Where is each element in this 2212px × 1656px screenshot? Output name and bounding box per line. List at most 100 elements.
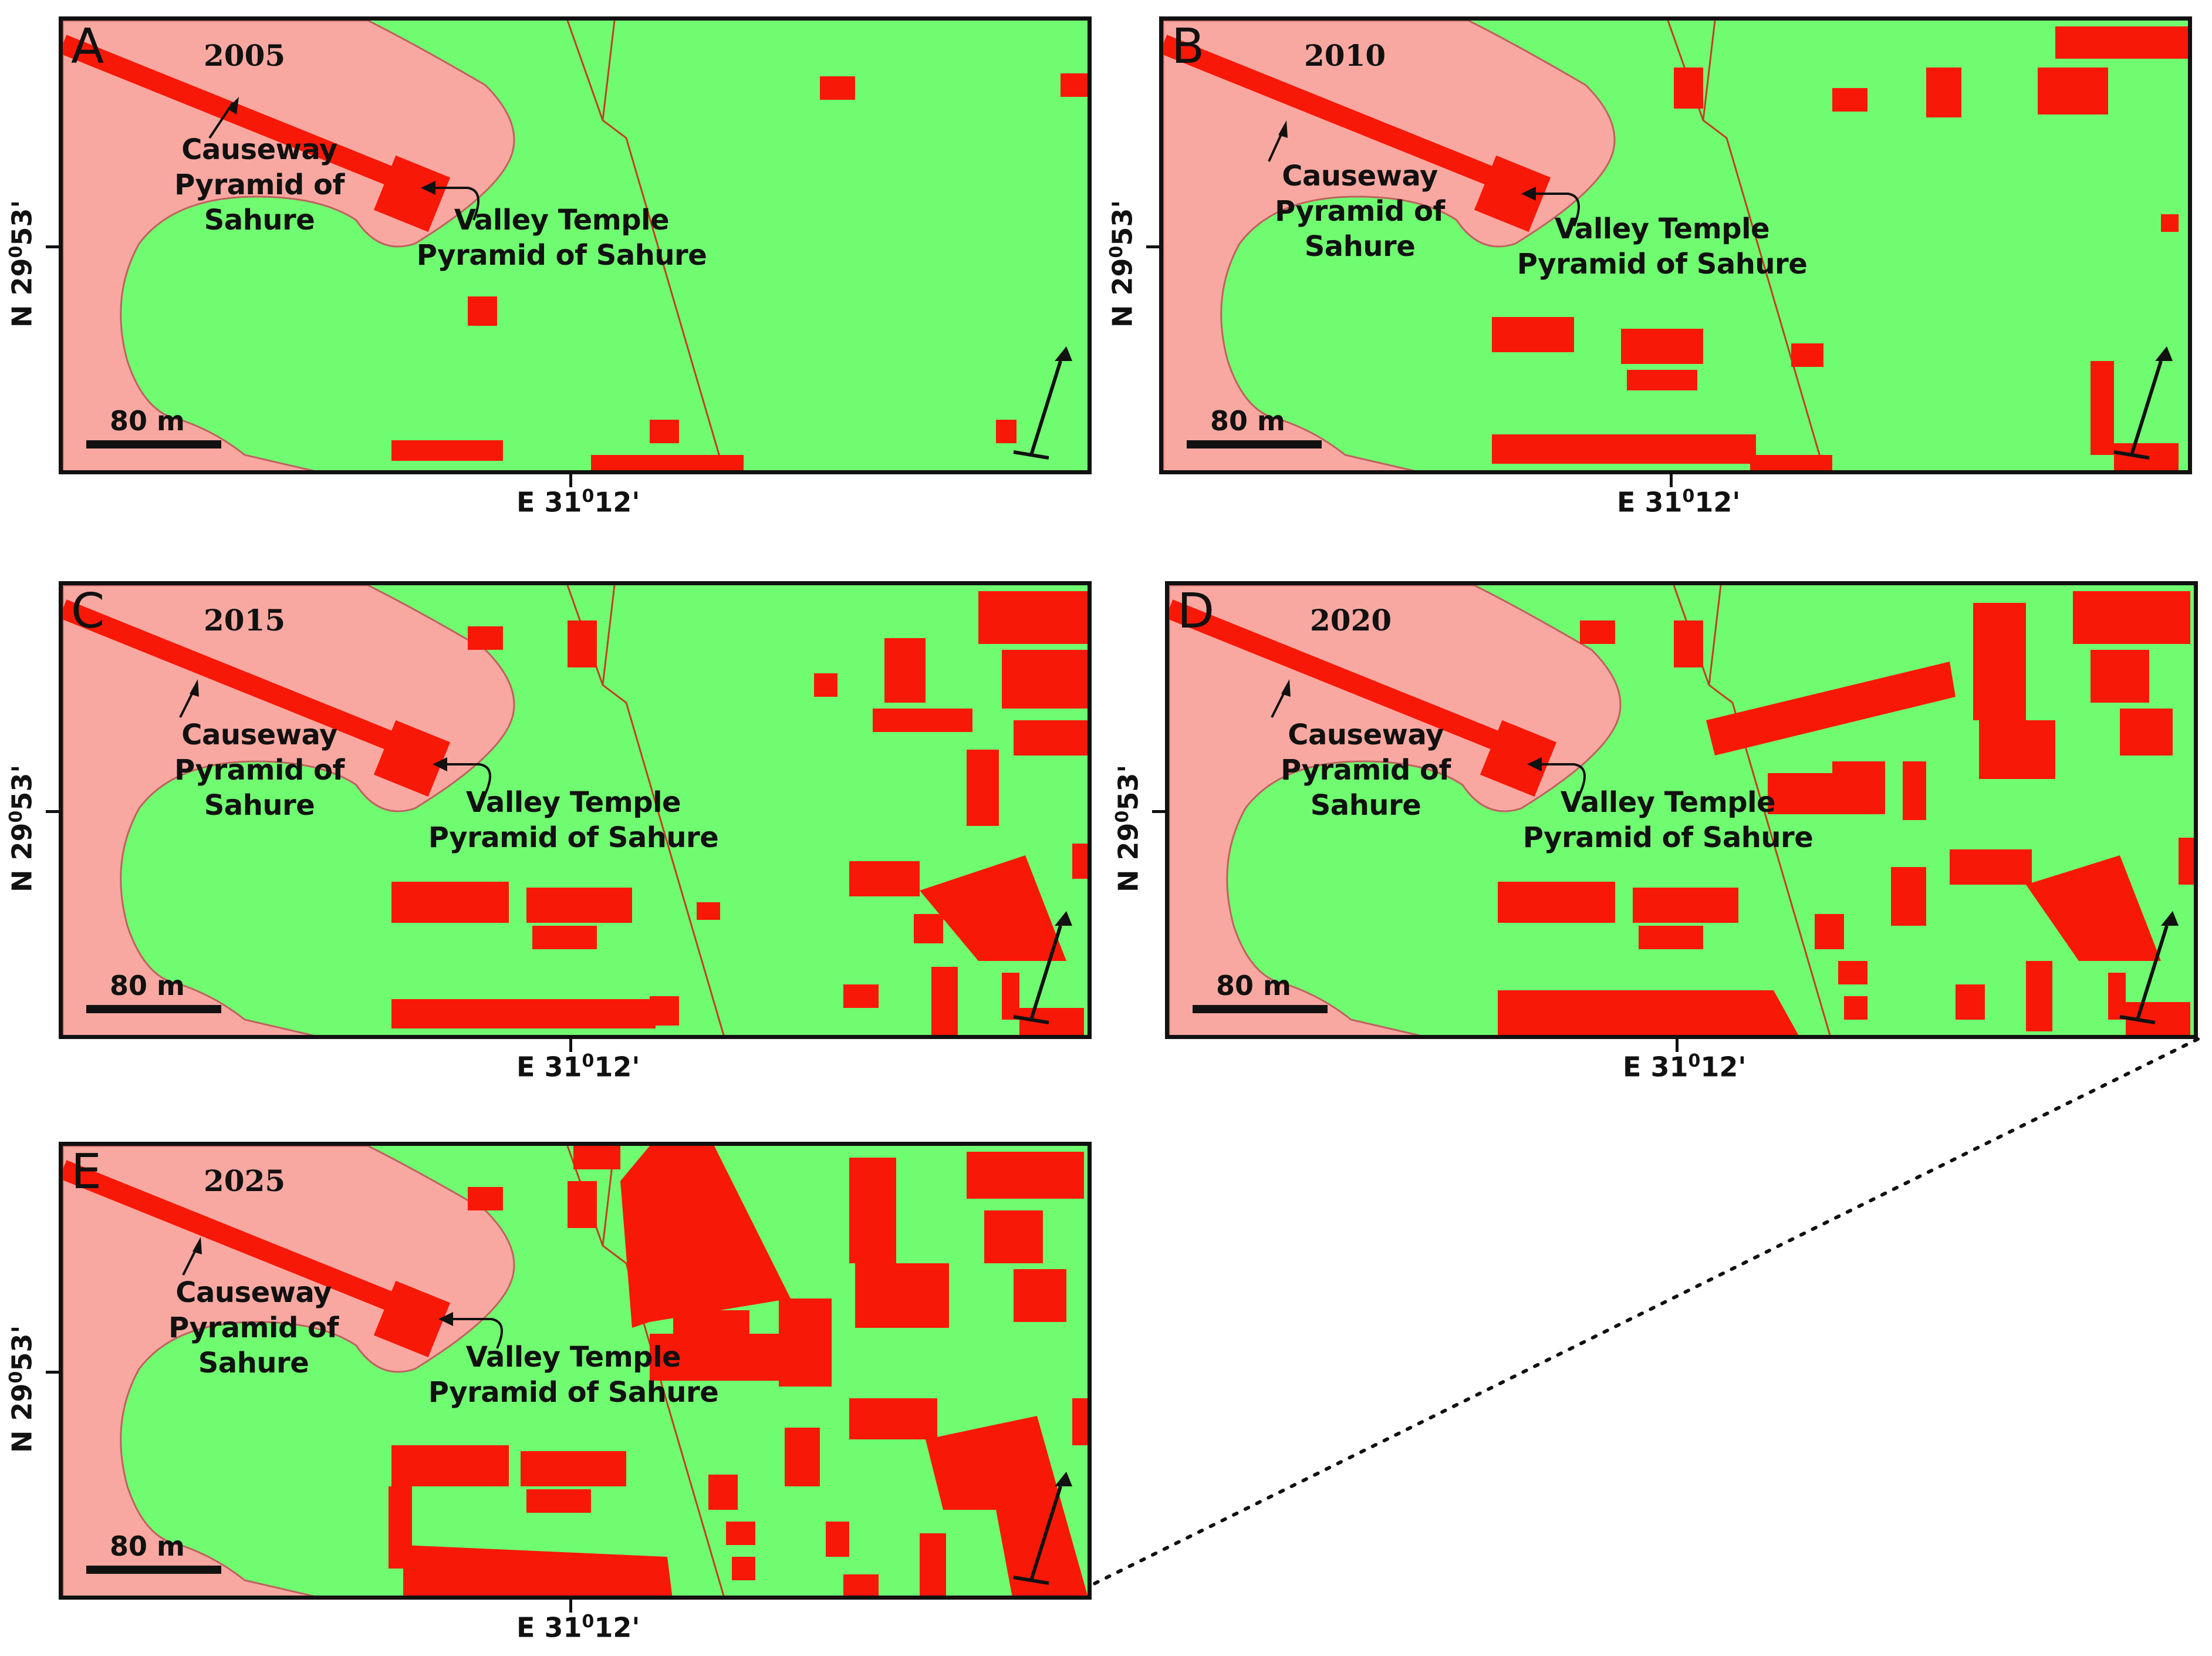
building [650,1146,791,1322]
valley-temple-shape [373,1280,451,1358]
building [2073,591,2190,644]
road-line [566,21,725,470]
building [650,420,679,443]
road-line [1702,21,1716,121]
pointer-arrows [208,97,479,221]
building [820,76,855,100]
building [2038,68,2108,114]
building [673,1310,749,1340]
scale-bar [1187,440,1322,448]
panel-letter: A [71,19,104,75]
building [1706,662,1956,756]
building [1498,990,1799,1035]
building [573,1146,620,1169]
building [1492,317,1574,352]
building [1926,68,1961,117]
building [1750,455,1832,470]
building [1674,68,1703,109]
building [967,750,999,826]
causeway-shape [1163,35,1531,200]
plateau-area [63,21,515,470]
building [1903,761,1926,820]
lat-tick [46,1371,59,1374]
panel-year: 2015 [204,603,286,638]
lat-tick [46,810,59,813]
north-arrow-icon [2119,911,2179,1024]
map-svg-e [63,1146,1088,1596]
building [1580,620,1615,644]
north-arrow-icon [2113,346,2173,460]
map-frame-b: B 2010 Causeway Pyramid of Sahure Valley… [1159,16,2192,474]
building [1002,650,1088,709]
building [1627,370,1697,390]
building [391,882,509,923]
causeway-shape [63,1160,431,1326]
building [926,1416,1088,1596]
north-arrow-icon [1013,911,1072,1024]
causeway-label: Causeway Pyramid of Sahure [174,719,345,822]
scale-bar [86,440,221,448]
scale-bar [1193,1005,1328,1013]
building [1838,961,1867,984]
building [2091,361,2114,455]
building [1973,603,2026,720]
building [849,861,920,896]
causeway-shape [63,35,431,200]
map-frame-c: C 2015 Causeway Pyramid of Sahure Valley… [59,581,1092,1039]
causeway-label: Causeway Pyramid of Sahure [1281,719,1451,822]
lon-tick [569,1600,572,1613]
building [526,1489,591,1513]
building [1072,1398,1088,1445]
north-arrow-icon [1013,1472,1072,1585]
pointer-arrow-icon [1271,679,1586,794]
building [855,1263,949,1328]
building [568,1181,597,1228]
building [2026,961,2052,1031]
building [843,1574,879,1596]
building [532,926,597,949]
building [521,1451,626,1486]
scale-bar [86,1566,221,1574]
building [391,440,503,461]
north-arrow-icon [1013,346,1072,460]
valley-temple-label: Valley Temple Pyramid of Sahure [428,786,719,854]
panel-year: 2025 [204,1163,286,1198]
building [2120,709,2173,756]
building [1832,761,1885,785]
lat-tick [1146,245,1159,248]
building [591,455,744,470]
map-frame-d: D 2020 Causeway Pyramid of Sahure Valley… [1165,581,2198,1039]
building [526,888,632,923]
panel-year: 2020 [1310,603,1392,638]
building [726,1522,755,1545]
panel-letter: E [71,1144,102,1200]
valley-temple-shape [1474,155,1551,232]
map-svg-c [63,585,1088,1035]
building [984,1210,1043,1263]
lat-label: N 29053' [6,200,38,328]
building [1019,1008,1084,1035]
building [732,1557,755,1580]
map-frame-a: A 2005 Causeway Pyramid of Sahure Valley… [59,16,1092,474]
building [920,855,1066,961]
pointer-arrow-icon [208,97,479,221]
building [1639,926,1703,949]
building [1979,720,2055,779]
building [620,1146,650,1328]
building [1002,973,1019,1020]
building [785,1428,820,1486]
building [1621,329,1703,364]
building [568,620,597,667]
map-svg-b [1163,21,2188,470]
pointer-arrows [1268,120,1580,227]
scale-label: 80 m [110,970,185,1001]
building [931,967,958,1035]
panel-year: 2010 [1304,38,1386,73]
building [2055,26,2188,59]
building [814,673,837,697]
lon-tick [1676,1039,1679,1052]
building [978,591,1088,644]
pointer-arrows [179,679,491,794]
building [391,999,656,1028]
valley-temple-shape [373,720,451,797]
